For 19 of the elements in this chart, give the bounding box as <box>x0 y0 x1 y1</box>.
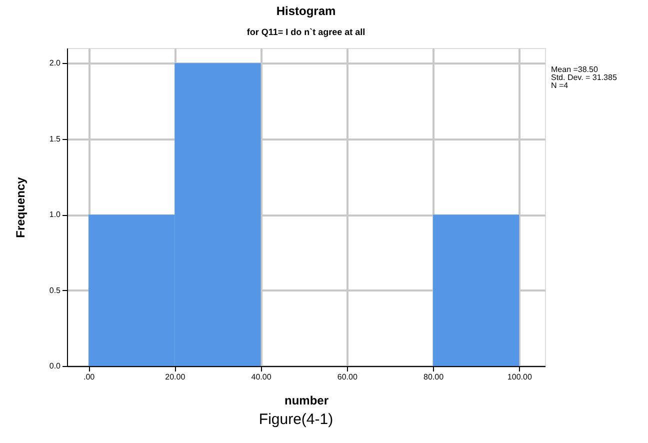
chart-subtitle: for Q11= I do n`t agree at all <box>246 27 366 37</box>
y-axis-title: Frequency <box>13 176 28 238</box>
text: Std. Dev. = 31.385 <box>551 73 618 82</box>
text: N =4 <box>551 81 569 90</box>
x-tick-label: .00 <box>83 372 96 382</box>
y-tick-label: 0.0 <box>49 362 62 370</box>
y-tick-label: 0.5 <box>49 286 62 295</box>
x-tick-label: 40.00 <box>251 372 272 382</box>
y-tick-label: 2.0 <box>49 58 62 68</box>
chart-title: Histogram <box>276 4 336 18</box>
text: Mean =38.50 <box>551 65 598 74</box>
y-tick-label: 1.5 <box>49 134 62 144</box>
x-tick-label: 20.00 <box>165 372 186 382</box>
text: Figure(4-1) <box>258 411 334 428</box>
x-tick-label: 60.00 <box>337 372 358 382</box>
x-axis-title: number <box>284 394 329 408</box>
x-tick-label: 80.00 <box>424 372 444 382</box>
x-tick-label: 100.00 <box>507 372 532 382</box>
y-tick-label: 1.0 <box>49 210 62 220</box>
